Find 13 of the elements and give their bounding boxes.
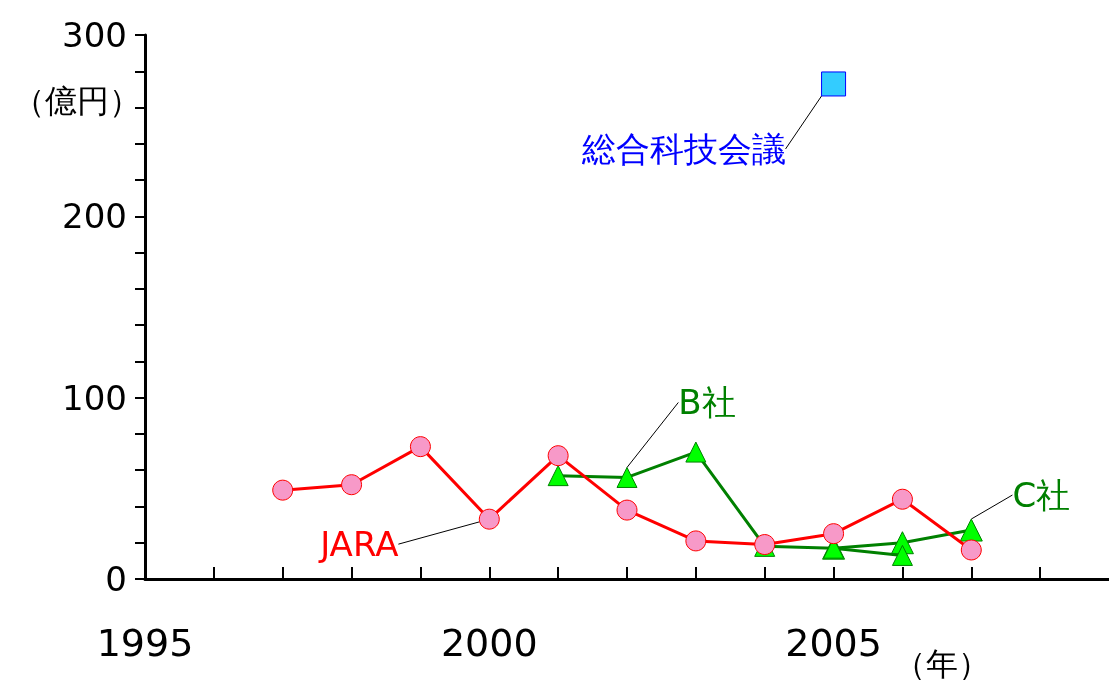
x-tick-label: 1995 — [96, 621, 194, 665]
series-label: B社 — [678, 382, 736, 423]
y-tick-label: 100 — [62, 377, 127, 418]
series-label: C社 — [1012, 475, 1071, 516]
y-tick-label: 0 — [105, 559, 127, 599]
x-tick-label: 2005 — [785, 621, 882, 665]
y-tick-label: 300 — [62, 15, 127, 55]
series-label: JARA — [318, 524, 399, 565]
y-tick-label: 200 — [62, 196, 127, 237]
y-axis-title: （億円） — [13, 82, 141, 120]
series-label: 総合科技会議 — [580, 128, 786, 169]
x-axis-title: （年） — [893, 645, 990, 683]
x-tick-label: 2000 — [440, 621, 538, 665]
